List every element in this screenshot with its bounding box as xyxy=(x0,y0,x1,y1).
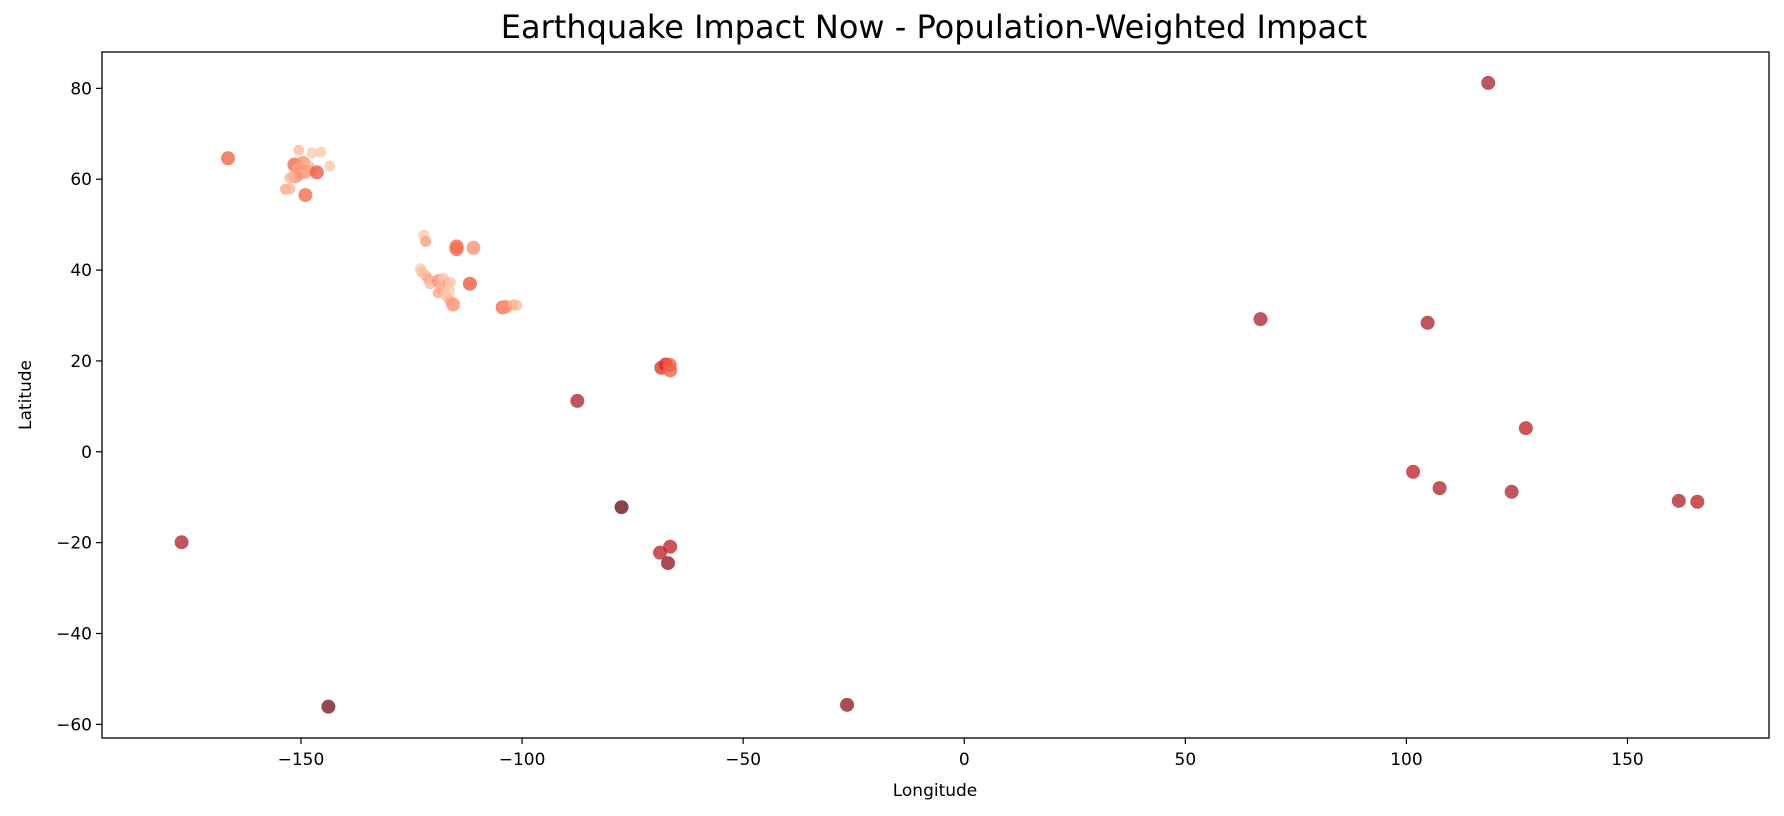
scatter-point xyxy=(293,144,305,156)
scatter-point xyxy=(309,165,324,180)
plot-area xyxy=(101,51,1770,739)
scatter-point xyxy=(284,183,296,195)
scatter-point xyxy=(321,699,336,714)
chart-title: Earthquake Impact Now - Population-Weigh… xyxy=(501,8,1367,46)
scatter-point xyxy=(462,276,477,291)
scatter-point xyxy=(1406,464,1421,479)
y-tick-label: 60 xyxy=(70,170,92,190)
x-tick-label: −100 xyxy=(499,750,546,770)
x-tick-label: 0 xyxy=(959,750,970,770)
x-tick-label: 150 xyxy=(1611,750,1643,770)
scatter-point xyxy=(306,147,318,159)
points-layer xyxy=(174,75,1705,714)
scatter-point xyxy=(840,697,855,712)
scatter-point xyxy=(444,285,456,297)
scatter-point xyxy=(315,146,327,158)
x-tick-label: −50 xyxy=(725,750,761,770)
scatter-point xyxy=(1518,421,1533,436)
scatter-point xyxy=(570,393,585,408)
y-tick-label: −40 xyxy=(56,625,92,645)
scatter-point xyxy=(1432,481,1447,496)
scatter-point xyxy=(284,172,296,184)
x-axis: −150 −100 −50 0 50 100 150 xyxy=(278,738,1644,770)
scatter-point xyxy=(174,535,189,550)
scatter-point xyxy=(1504,484,1519,499)
scatter-point xyxy=(449,242,464,257)
y-tick-label: −60 xyxy=(56,715,92,735)
x-axis-title: Longitude xyxy=(893,781,978,801)
scatter-point xyxy=(1420,315,1435,330)
y-tick-label: 80 xyxy=(70,79,92,99)
scatter-point xyxy=(653,545,668,560)
x-tick-label: −150 xyxy=(278,750,325,770)
x-tick-label: 50 xyxy=(1175,750,1197,770)
scatter-point xyxy=(466,240,481,255)
scatter-point xyxy=(420,235,432,247)
y-axis: −60 −40 −20 0 20 40 60 80 xyxy=(56,79,102,735)
scatter-point xyxy=(660,556,675,571)
scatter-point xyxy=(614,500,629,515)
scatter-point xyxy=(511,300,523,312)
y-tick-label: 20 xyxy=(70,352,92,372)
scatter-point xyxy=(1481,75,1496,90)
y-tick-label: 40 xyxy=(70,261,92,281)
scatter-point xyxy=(444,276,456,288)
scatter-point xyxy=(298,188,313,203)
y-tick-label: 0 xyxy=(81,443,92,463)
x-tick-label: 100 xyxy=(1390,750,1422,770)
scatter-point xyxy=(1253,312,1268,327)
plot-frame xyxy=(101,51,1770,739)
y-tick-label: −20 xyxy=(56,534,92,554)
scatter-point xyxy=(663,363,678,378)
plot-background xyxy=(102,52,1769,738)
scatter-point xyxy=(663,539,678,554)
scatter-point xyxy=(221,151,236,166)
scatter-point xyxy=(1671,493,1686,508)
scatter-point xyxy=(446,297,461,312)
scatter-point xyxy=(1690,494,1705,509)
scatter-point xyxy=(324,160,336,172)
y-axis-title: Latitude xyxy=(16,360,36,430)
